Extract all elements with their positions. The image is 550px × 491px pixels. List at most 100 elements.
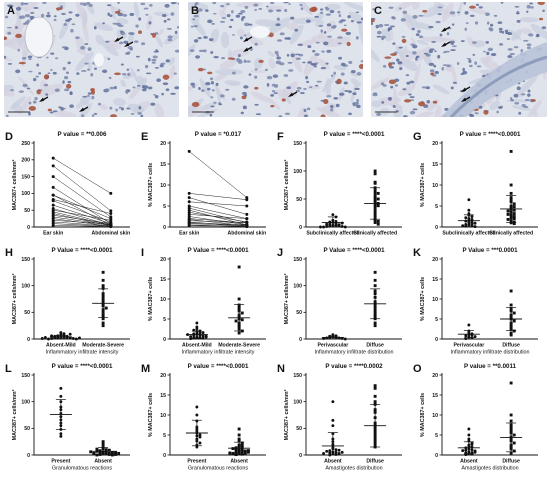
pair-line bbox=[53, 214, 111, 224]
nucleus bbox=[333, 71, 337, 75]
data-point bbox=[74, 337, 78, 341]
nucleus bbox=[212, 2, 217, 5]
stroma-fiber bbox=[416, 39, 429, 46]
nucleus bbox=[70, 28, 74, 33]
nucleus bbox=[520, 48, 524, 53]
nucleus bbox=[526, 4, 531, 9]
y-tick-label: 100 bbox=[21, 283, 30, 289]
nucleus bbox=[210, 105, 215, 108]
category-label: Absent bbox=[324, 459, 342, 465]
stroma-fiber bbox=[250, 69, 267, 74]
nucleus bbox=[299, 3, 303, 7]
stroma-fiber bbox=[434, 105, 442, 117]
data-point bbox=[473, 221, 477, 225]
nucleus bbox=[239, 36, 243, 40]
nucleus bbox=[387, 27, 393, 31]
nucleus bbox=[35, 75, 39, 78]
nucleus bbox=[415, 57, 418, 61]
nucleus bbox=[141, 42, 146, 46]
data-point bbox=[101, 321, 105, 325]
nucleus bbox=[475, 3, 480, 6]
positive-cell bbox=[390, 53, 398, 56]
nucleus bbox=[421, 86, 428, 89]
y-axis-label: MAC387+ cells/mm² bbox=[284, 273, 290, 324]
nucleus bbox=[306, 80, 310, 84]
nucleus bbox=[288, 69, 294, 72]
nucleus bbox=[177, 2, 179, 5]
data-point bbox=[187, 196, 191, 200]
panel-label: C bbox=[374, 5, 382, 17]
nucleus bbox=[134, 40, 139, 43]
nucleus bbox=[468, 113, 473, 116]
nucleus bbox=[63, 23, 68, 26]
nucleus bbox=[388, 6, 394, 9]
nucleus bbox=[333, 96, 339, 100]
nucleus bbox=[54, 88, 60, 93]
stroma-fiber bbox=[325, 78, 332, 96]
chart-panel-k: K P Value = ***0.0001 % MAC387+ cells 0 5 10 1… bbox=[413, 247, 538, 356]
nucleus bbox=[147, 57, 151, 62]
data-point bbox=[337, 224, 341, 228]
positive-cell bbox=[191, 101, 200, 108]
pair-line bbox=[53, 223, 111, 227]
nucleus bbox=[456, 11, 460, 14]
nucleus bbox=[65, 19, 71, 22]
nucleus bbox=[418, 14, 424, 17]
pair-line bbox=[53, 176, 111, 218]
data-point bbox=[328, 449, 332, 453]
nucleus bbox=[412, 44, 418, 49]
stroma-fiber bbox=[410, 37, 417, 47]
nucleus bbox=[486, 21, 490, 25]
nucleus bbox=[340, 72, 345, 76]
data-point bbox=[373, 218, 377, 222]
data-point bbox=[373, 181, 377, 185]
y-tick-label: 15 bbox=[160, 277, 166, 283]
y-axis-label: % MAC387+ cells bbox=[420, 393, 426, 437]
data-point bbox=[467, 323, 471, 327]
positive-cell bbox=[207, 71, 213, 75]
nucleus bbox=[170, 12, 175, 16]
y-tick-label: 50 bbox=[296, 426, 302, 432]
nucleus bbox=[270, 94, 275, 97]
nucleus bbox=[474, 112, 479, 115]
nucleus bbox=[122, 14, 128, 17]
data-point bbox=[101, 270, 105, 274]
nucleus bbox=[75, 36, 80, 40]
positive-cell bbox=[197, 67, 204, 72]
stroma-fiber bbox=[511, 105, 531, 111]
nucleus bbox=[86, 95, 90, 97]
nucleus bbox=[140, 114, 144, 117]
data-point bbox=[512, 205, 516, 209]
stroma-fiber bbox=[94, 22, 114, 32]
data-point bbox=[512, 222, 516, 226]
category-label: Perivascular bbox=[317, 343, 348, 349]
nucleus bbox=[498, 27, 503, 31]
nucleus bbox=[105, 40, 110, 43]
nucleus bbox=[34, 96, 38, 101]
nucleus bbox=[381, 35, 386, 39]
pair-line bbox=[189, 214, 247, 219]
nucleus bbox=[91, 114, 95, 117]
data-point bbox=[237, 427, 241, 431]
positive-cell bbox=[227, 57, 235, 60]
nucleus bbox=[150, 102, 156, 106]
data-point bbox=[198, 331, 202, 335]
nucleus bbox=[273, 92, 278, 94]
data-point bbox=[331, 333, 335, 337]
stroma-fiber bbox=[201, 102, 216, 110]
nucleus bbox=[276, 39, 283, 42]
nucleus bbox=[403, 115, 408, 117]
nucleus bbox=[221, 57, 225, 60]
data-point bbox=[373, 169, 377, 173]
data-point bbox=[245, 221, 249, 225]
nucleus bbox=[287, 61, 293, 64]
data-point bbox=[240, 450, 244, 454]
nucleus bbox=[118, 106, 122, 109]
category-label: Diffuse bbox=[366, 343, 384, 349]
category-label: Subclinically affected bbox=[306, 231, 359, 237]
stroma-fiber bbox=[306, 85, 321, 90]
y-tick-label: 0 bbox=[435, 337, 438, 343]
panel-label: K bbox=[413, 247, 421, 259]
nucleus bbox=[276, 56, 282, 60]
nucleus bbox=[321, 50, 325, 53]
